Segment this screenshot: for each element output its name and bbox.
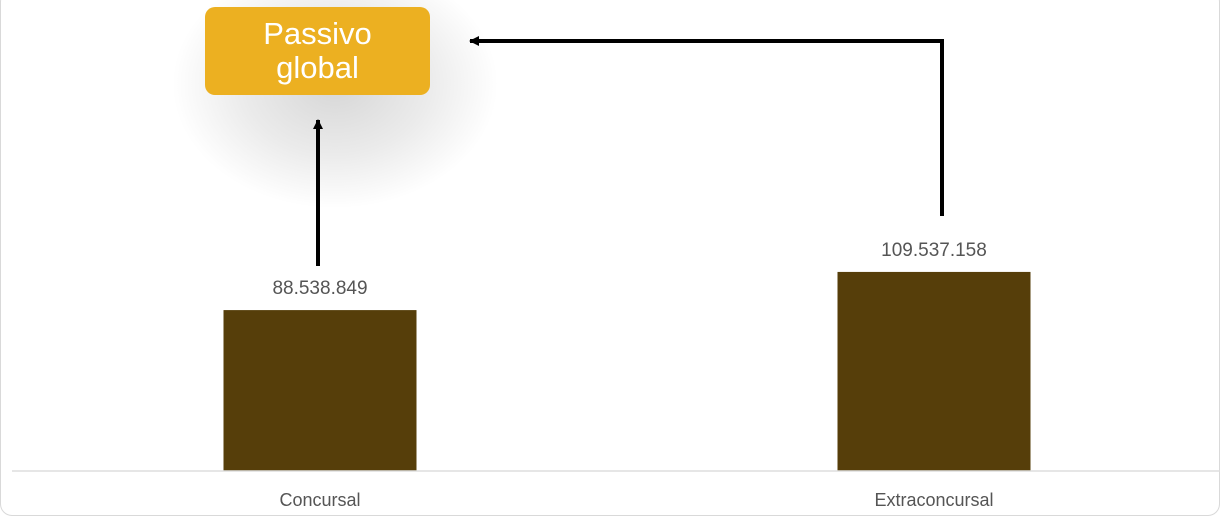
badge-label-line1: Passivo xyxy=(263,16,372,51)
tick-label-concursal: Concursal xyxy=(279,490,360,510)
labels-layer: 88.538.849 Concursal 109.537.158 Extraconcu… xyxy=(272,240,993,510)
bars-layer xyxy=(223,271,1031,471)
arrow-extraconcursal-to-total xyxy=(469,36,944,216)
arrows-layer xyxy=(313,36,944,266)
badge-label-line2: global xyxy=(276,50,359,85)
bar-concursal xyxy=(223,310,417,471)
data-label-concursal: 88.538.849 xyxy=(272,278,367,299)
data-label-extraconcursal: 109.537.158 xyxy=(881,240,987,261)
passivo-global-badge: Passivo global xyxy=(205,7,430,95)
bar-extraconcursal xyxy=(837,271,1031,471)
tick-label-extraconcursal: Extraconcursal xyxy=(874,490,993,510)
